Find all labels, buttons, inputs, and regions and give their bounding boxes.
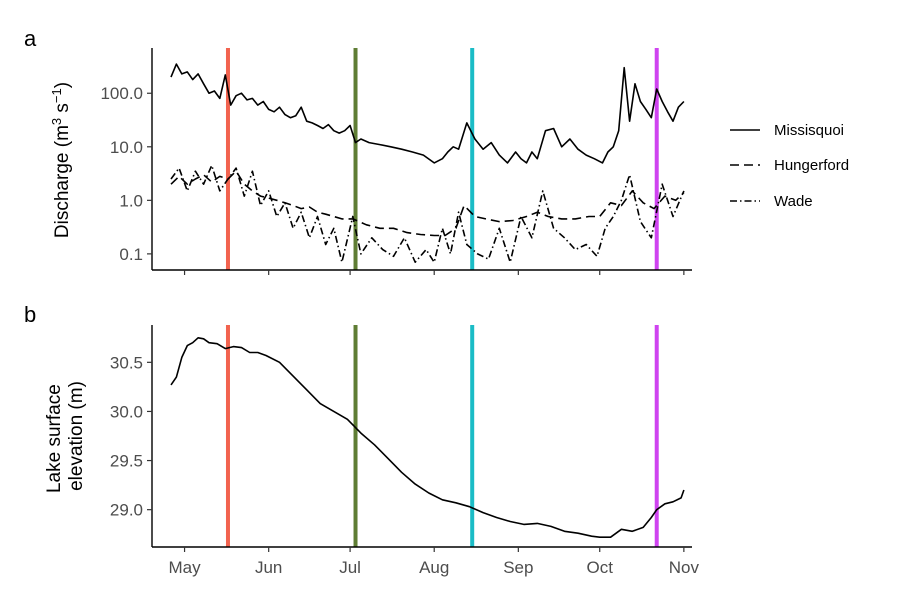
panel-a-event-lines bbox=[225, 48, 659, 270]
panel-b-y-tick-label-1: 29.0 bbox=[110, 501, 143, 520]
panel-b-ylabel-line-1: Lake surface bbox=[44, 384, 65, 493]
legend-item-hungerford: Hungerford bbox=[730, 157, 849, 174]
panel-b-series bbox=[170, 337, 685, 538]
ylabel-sup-2: −1 bbox=[49, 88, 64, 103]
panel-b-x-tick-label-may: May bbox=[169, 558, 202, 577]
panel-a-discharge: a 0.1 1.0 10.0 100.0 Discharge (m3 s−1) bbox=[24, 26, 692, 275]
panel-a-y-axis-title: Discharge (m3 s−1) bbox=[49, 82, 73, 238]
ylabel-part-2: s bbox=[52, 103, 73, 118]
panel-b-x-tick-label-aug: Aug bbox=[419, 558, 449, 577]
panel-a-series-missisquoi bbox=[170, 63, 685, 164]
panel-b-label: b bbox=[24, 302, 36, 327]
panel-b-y-tick-label-3: 30.0 bbox=[110, 402, 143, 421]
legend-label-wade: Wade bbox=[774, 193, 813, 210]
panel-a-series bbox=[170, 63, 685, 263]
panel-b-x-tick-label-jun: Jun bbox=[255, 558, 282, 577]
panel-a-series-wade bbox=[170, 164, 685, 263]
panel-b-lake-elevation: b 29.0 29.5 30.0 30.5 May Jun Jul Aug Sep Oct Nov… bbox=[24, 302, 699, 577]
panel-a-y-tick-label-2: 1.0 bbox=[119, 191, 143, 210]
panel-a-y-tick-label-3: 10.0 bbox=[110, 138, 143, 157]
panel-b-event-lines bbox=[225, 325, 659, 547]
legend-label-hungerford: Hungerford bbox=[774, 157, 849, 174]
panel-a-x-ticks bbox=[183, 270, 685, 275]
panel-b-x-tick-label-jul: Jul bbox=[339, 558, 361, 577]
ylabel-part-3: ) bbox=[52, 82, 73, 88]
ylabel-sup-1: 3 bbox=[49, 118, 64, 125]
panel-a-y-tick-label-1: 0.1 bbox=[119, 245, 143, 264]
panel-b-y-ticks: 29.0 29.5 30.0 30.5 bbox=[110, 353, 152, 520]
panel-b-y-tick-label-2: 29.5 bbox=[110, 452, 143, 471]
legend-label-missisquoi: Missisquoi bbox=[774, 122, 844, 139]
panel-b-y-tick-label-4: 30.5 bbox=[110, 353, 143, 372]
panel-b-x-ticks: May Jun Jul Aug Sep Oct Nov bbox=[169, 547, 700, 577]
panel-b-x-tick-label-nov: Nov bbox=[669, 558, 700, 577]
panel-a-y-tick-label-4: 100.0 bbox=[100, 84, 143, 103]
panel-b-x-tick-label-sep: Sep bbox=[503, 558, 533, 577]
panel-a-series-hungerford bbox=[170, 170, 685, 237]
legend-item-missisquoi: Missisquoi bbox=[730, 122, 844, 139]
panel-b-series-line-1 bbox=[170, 337, 685, 538]
panel-a-y-ticks: 0.1 1.0 10.0 100.0 bbox=[100, 84, 152, 264]
panel-a-label: a bbox=[24, 26, 37, 51]
ylabel-part-1: Discharge (m bbox=[52, 125, 73, 238]
legend: Missisquoi Hungerford Wade bbox=[730, 122, 849, 210]
legend-item-wade: Wade bbox=[730, 193, 813, 210]
panel-b-x-tick-label-oct: Oct bbox=[587, 558, 614, 577]
panel-b-ylabel-line-2: elevation (m) bbox=[66, 381, 87, 491]
panel-b-y-axis-title: Lake surface elevation (m) bbox=[44, 379, 87, 493]
